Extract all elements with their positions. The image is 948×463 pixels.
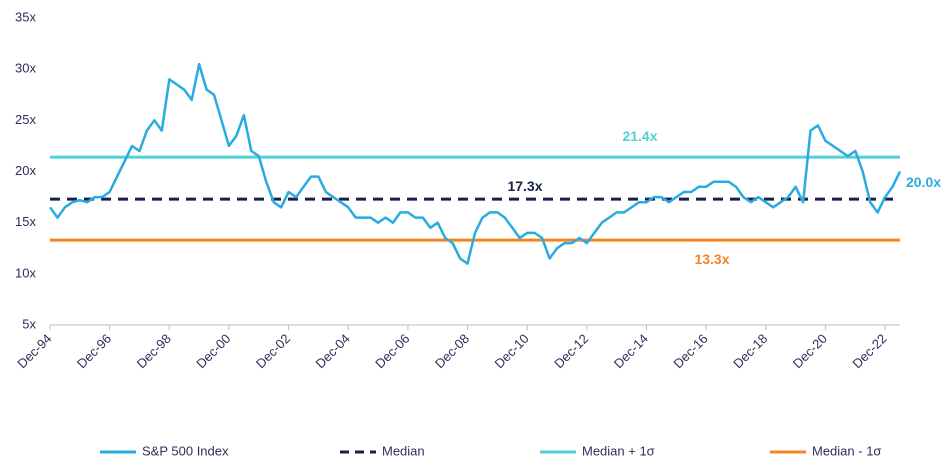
x-tick-label: Dec-16	[670, 331, 710, 371]
reference-label: 13.3x	[694, 251, 729, 267]
x-tick-label: Dec-02	[253, 331, 293, 371]
x-tick-label: Dec-06	[372, 331, 412, 371]
y-tick-label: 15x	[15, 214, 36, 229]
x-tick-label: Dec-04	[313, 331, 353, 371]
x-tick-label: Dec-96	[74, 331, 114, 371]
y-tick-label: 5x	[22, 316, 36, 331]
x-tick-label: Dec-94	[14, 331, 54, 371]
y-tick-label: 35x	[15, 9, 36, 24]
legend-label: S&P 500 Index	[142, 443, 229, 458]
x-tick-label: Dec-14	[611, 331, 651, 371]
x-tick-label: Dec-12	[551, 331, 591, 371]
x-tick-label: Dec-22	[849, 331, 889, 371]
legend-label: Median + 1σ	[582, 443, 655, 458]
reference-label: 17.3x	[507, 178, 542, 194]
reference-label: 21.4x	[622, 128, 657, 144]
x-tick-label: Dec-18	[730, 331, 770, 371]
y-tick-label: 30x	[15, 61, 36, 76]
x-tick-label: Dec-00	[193, 331, 233, 371]
y-tick-label: 20x	[15, 163, 36, 178]
series-line	[48, 62, 902, 265]
x-tick-label: Dec-08	[432, 331, 472, 371]
y-tick-label: 10x	[15, 265, 36, 280]
legend-label: Median - 1σ	[812, 443, 881, 458]
x-tick-label: Dec-10	[491, 331, 531, 371]
x-tick-label: Dec-20	[790, 331, 830, 371]
y-tick-label: 25x	[15, 112, 36, 127]
x-tick-label: Dec-98	[134, 331, 174, 371]
legend-label: Median	[382, 443, 425, 458]
end-label: 20.0x	[906, 174, 941, 190]
